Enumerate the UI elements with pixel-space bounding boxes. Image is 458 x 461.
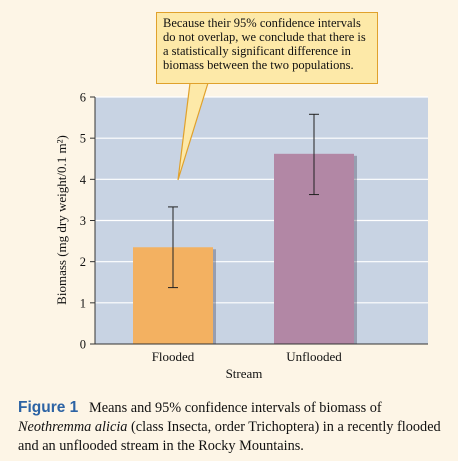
caption-text-b: (class Insecta, order Trichoptera) in a … [18,419,441,454]
x-ticks: Flooded Unflooded [152,349,343,364]
y-axis-title: Biomass (mg dry weight/0.1 m²) [54,135,69,305]
x-axis-title: Stream [226,366,263,381]
callout-box: Because their 95% confidence intervals d… [156,12,378,84]
figure-label: Figure 1 [18,399,79,416]
bars [133,153,357,344]
callout-text: Because their 95% confidence intervals d… [163,16,366,72]
x-tick-label-unflooded: Unflooded [286,349,342,364]
error-bars [168,113,319,289]
x-tick-label-flooded: Flooded [152,349,195,364]
y-tick-label-5: 5 [80,132,86,146]
y-ticks: 0 1 2 3 4 5 6 [80,91,95,352]
y-tick-label-4: 4 [80,173,87,187]
caption-species: Neothremma alicia [18,419,128,435]
caption-text-a: Means and 95% confidence intervals of bi… [89,400,382,416]
y-tick-label-2: 2 [80,255,86,269]
y-tick-label-1: 1 [80,296,86,310]
figure-caption: Figure 1 Means and 95% confidence interv… [18,398,446,456]
y-tick-label-3: 3 [80,214,86,228]
y-tick-label-6: 6 [80,91,86,105]
y-tick-label-0: 0 [80,338,86,352]
